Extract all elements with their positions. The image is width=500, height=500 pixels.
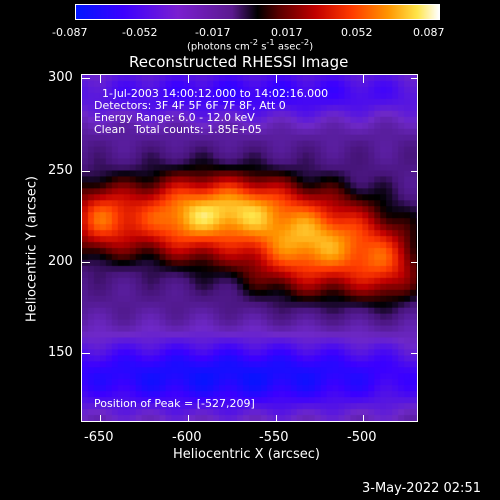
time-range-text: 1-Jul-2003 14:00:12.000 to 14:02:16.000: [102, 87, 329, 100]
total-counts-text: Total counts: 1.85E+05: [134, 123, 262, 136]
plot-ticks: [82, 75, 417, 421]
y-tick-label: 250: [48, 163, 73, 178]
energy-range-text: Energy Range: 6.0 - 12.0 keV: [94, 111, 255, 124]
colorbar: [75, 4, 440, 20]
plot-area: 1-Jul-2003 14:00:12.000 to 14:02:16.000 …: [81, 74, 418, 422]
colorbar-tick-2: -0.017: [195, 26, 231, 39]
colorbar-tick-0: -0.087: [52, 26, 88, 39]
x-axis-label: Heliocentric X (arcsec): [173, 447, 320, 462]
x-tick-label: -600: [172, 430, 202, 445]
colorbar-tick-3: 0.017: [271, 26, 303, 39]
colorbar-unit-label: (photons cm-2 s-1 asec-2): [187, 37, 314, 53]
peak-position-text: Position of Peak = [-527,209]: [94, 397, 255, 410]
colorbar-tick-4: 0.052: [341, 26, 373, 39]
y-tick-label: 300: [48, 70, 73, 85]
heatmap-image: [82, 75, 417, 421]
colorbar-tick-1: -0.052: [122, 26, 158, 39]
chart-title: Reconstructed RHESSI Image: [129, 53, 349, 71]
y-axis-label: Heliocentric Y (arcsec): [24, 176, 40, 322]
detectors-text: Detectors: 3F 4F 5F 6F 7F 8F, Att 0: [94, 99, 286, 112]
clean-text: Clean: [94, 123, 126, 136]
y-tick-label: 200: [48, 254, 73, 269]
colorbar-tick-5: 0.087: [413, 26, 445, 39]
x-tick-label: -650: [84, 430, 114, 445]
x-tick-label: -550: [259, 430, 289, 445]
timestamp: 3-May-2022 02:51: [362, 481, 481, 496]
colorbar-gradient: [76, 5, 439, 19]
x-tick-label: -500: [347, 430, 377, 445]
y-tick-label: 150: [48, 345, 73, 360]
